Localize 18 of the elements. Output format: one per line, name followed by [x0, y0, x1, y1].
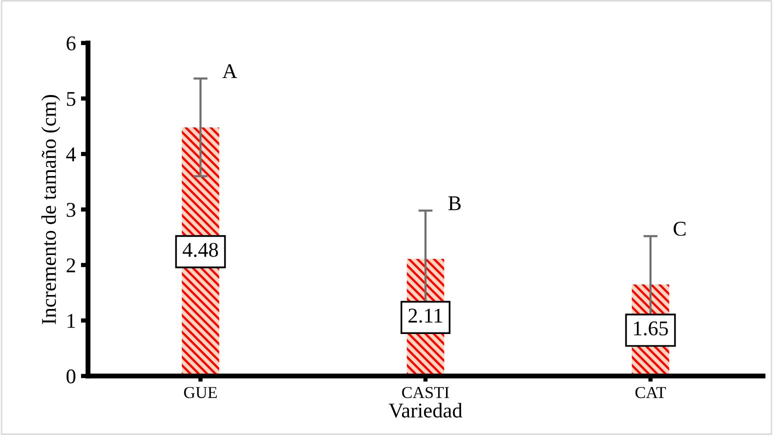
y-axis-title: Incremento de tamaño (cm)	[41, 95, 60, 324]
y-tick-label: 0	[66, 369, 76, 384]
x-tick-label: CASTI	[402, 386, 449, 398]
y-tick-label: 2	[66, 258, 76, 272]
y-tick-label: 1	[68, 314, 75, 328]
x-tick-label: CAT	[635, 386, 666, 398]
x-axis-title: Variedad	[388, 402, 462, 418]
y-tick-label: 5	[66, 92, 76, 106]
y-tick-label: 3	[66, 202, 76, 217]
annotation: A	[222, 64, 238, 78]
x-tick-label: GUE	[184, 386, 217, 398]
y-tick-label: 6	[66, 36, 76, 50]
data-label: 1.65	[634, 321, 668, 336]
annotation: B	[448, 196, 461, 210]
data-label: 2.11	[408, 308, 442, 323]
y-tick-label: 4	[66, 148, 76, 162]
annotation: C	[674, 222, 686, 236]
data-label: 4.48	[182, 242, 218, 257]
